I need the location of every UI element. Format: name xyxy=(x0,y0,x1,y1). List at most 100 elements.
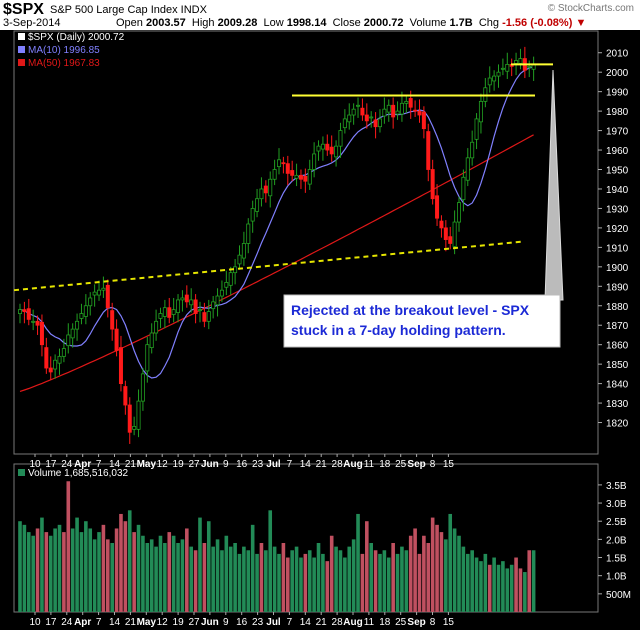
volume-bar xyxy=(386,557,391,612)
volume-x-tick-label: 9 xyxy=(223,617,229,628)
price-candle xyxy=(500,67,505,70)
price-candle xyxy=(39,321,44,346)
volume-bar xyxy=(215,539,220,612)
volume-bar xyxy=(400,546,404,612)
volume-bar xyxy=(439,532,444,612)
price-y-tick-label: 1910 xyxy=(606,243,629,254)
volume-bar xyxy=(66,481,71,612)
volume-bar xyxy=(470,550,474,612)
volume-bar xyxy=(527,550,532,612)
volume-x-tick-label: 17 xyxy=(45,617,57,628)
volume-x-tick-label: 21 xyxy=(125,617,137,628)
price-candle xyxy=(487,77,492,86)
ma50-line xyxy=(19,134,534,392)
volume-bar xyxy=(26,532,31,612)
volume-bar xyxy=(110,543,114,612)
volume-bar xyxy=(228,546,233,612)
volume-x-tick-label: 18 xyxy=(379,617,391,628)
volume-bar xyxy=(31,535,35,612)
volume-bar xyxy=(141,535,145,612)
volume-bar xyxy=(193,550,198,612)
volume-bar xyxy=(149,539,154,612)
price-candle xyxy=(158,313,163,319)
volume-bar xyxy=(404,550,409,612)
price-x-tick-label: 14 xyxy=(300,459,312,470)
volume-y-tick-label: 3.5B xyxy=(606,481,627,492)
price-candle xyxy=(114,328,119,351)
price-candle xyxy=(456,202,461,223)
volume-bar xyxy=(338,550,343,612)
legend-label: MA(10) 1996.85 xyxy=(28,45,100,56)
volume-bar xyxy=(48,535,53,612)
price-candle xyxy=(246,223,251,244)
price-y-tick-label: 1950 xyxy=(606,166,629,177)
price-candle xyxy=(496,71,501,77)
volume-bar xyxy=(435,524,439,612)
volume-bar xyxy=(307,550,312,612)
price-candle xyxy=(193,299,198,314)
volume-bar xyxy=(35,528,40,612)
price-candle xyxy=(373,119,378,128)
price-y-tick-label: 1980 xyxy=(606,107,629,118)
volume-bar xyxy=(171,535,176,612)
volume-bar xyxy=(88,528,93,612)
volume-bar xyxy=(145,543,150,612)
price-candle xyxy=(171,309,176,315)
volume-bar xyxy=(224,535,229,612)
volume-x-tick-label: Sep xyxy=(407,617,425,628)
price-candle xyxy=(413,109,418,112)
price-y-tick-label: 1920 xyxy=(606,224,629,235)
price-candle xyxy=(228,272,233,286)
price-x-tick-label: 27 xyxy=(188,459,200,470)
price-candle xyxy=(298,174,303,180)
volume-bar xyxy=(479,561,483,612)
price-candle xyxy=(404,100,409,104)
price-candle xyxy=(426,131,431,170)
price-candle xyxy=(75,320,80,330)
price-candle xyxy=(101,287,106,291)
volume-bar xyxy=(75,517,79,612)
volume-bar xyxy=(426,543,431,612)
volume-bar xyxy=(246,550,251,612)
volume-bar xyxy=(211,546,215,612)
volume-bar xyxy=(518,568,523,612)
price-candle xyxy=(360,107,365,116)
volume-bar xyxy=(347,546,352,612)
price-candle xyxy=(241,243,246,259)
volume-bar xyxy=(465,553,470,612)
price-candle xyxy=(325,143,330,151)
price-y-tick-label: 1900 xyxy=(606,263,629,274)
price-candle xyxy=(35,320,40,326)
volume-bar xyxy=(483,553,488,612)
volume-x-tick-label: 14 xyxy=(109,617,121,628)
price-candle xyxy=(92,291,97,296)
price-x-tick-label: May xyxy=(137,459,157,470)
price-candle xyxy=(61,348,66,357)
price-candle xyxy=(110,310,115,330)
price-x-tick-label: 23 xyxy=(252,459,264,470)
price-y-tick-label: 1860 xyxy=(606,341,629,352)
price-x-tick-label: 7 xyxy=(96,459,102,470)
volume-x-tick-label: Apr xyxy=(74,617,91,628)
price-candle xyxy=(132,426,137,430)
volume-x-tick-label: Aug xyxy=(343,617,362,628)
price-candle xyxy=(514,60,519,64)
price-x-tick-label: 10 xyxy=(29,459,41,470)
quote-summary: Open 2003.57 High 2009.28 Low 1998.14 Cl… xyxy=(116,17,586,29)
chg-label: Chg xyxy=(478,17,499,29)
volume-bar xyxy=(430,517,435,612)
volume-bar xyxy=(334,546,338,612)
price-y-tick-label: 1890 xyxy=(606,282,629,293)
price-x-tick-label: 15 xyxy=(443,459,455,470)
price-candle xyxy=(377,118,382,128)
volume-bar xyxy=(92,539,97,612)
volume-legend-label: Volume 1,685,516,032 xyxy=(28,468,129,479)
volume-x-tick-label: 16 xyxy=(236,617,248,628)
price-candle xyxy=(180,297,185,301)
quote-date: 3-Sep-2014 xyxy=(3,17,61,29)
price-candle xyxy=(79,313,84,319)
volume-bar xyxy=(356,513,360,612)
volume-bar xyxy=(501,561,505,612)
volume-bar xyxy=(505,568,510,612)
